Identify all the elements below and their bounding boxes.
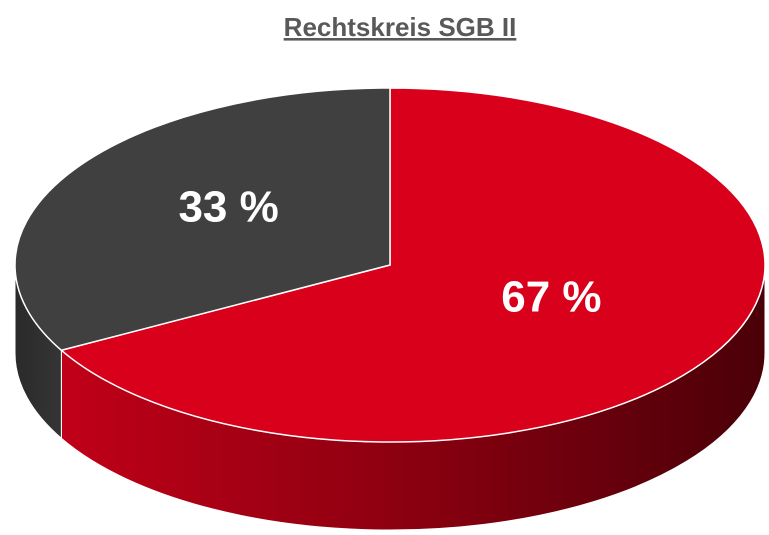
value-label: 67 %	[501, 273, 601, 322]
slice	[59, 87, 766, 443]
slice	[14, 87, 391, 352]
chart-title: Rechtskreis SGB II	[284, 12, 517, 42]
value-label: 33 %	[178, 183, 278, 232]
pie: 67 % 33 %	[14, 87, 766, 531]
